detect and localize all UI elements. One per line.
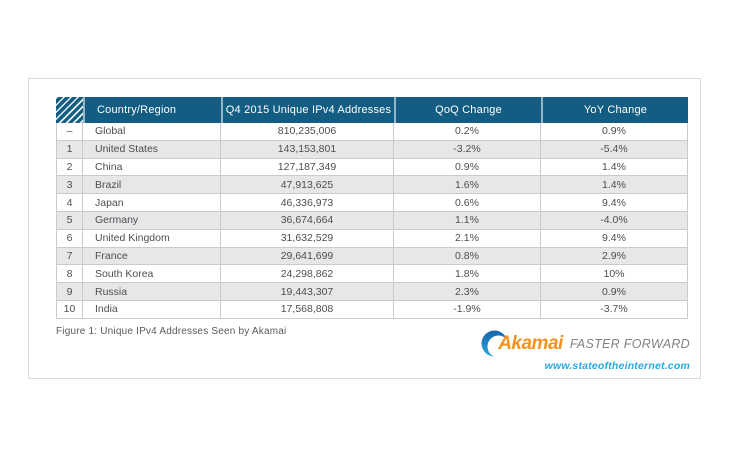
col-header-qoq-change: QoQ Change bbox=[394, 97, 541, 123]
country-cell: China bbox=[83, 158, 221, 177]
akamai-tagline: FASTER FORWARD bbox=[569, 336, 690, 351]
yoy-change-cell: 10% bbox=[541, 265, 688, 284]
rank-cell: 3 bbox=[56, 176, 83, 195]
addresses-cell: 17,568,808 bbox=[221, 300, 394, 319]
addresses-cell: 19,443,307 bbox=[221, 283, 394, 301]
rank-cell: 7 bbox=[56, 247, 83, 266]
col-header-yoy-change: YoY Change bbox=[541, 97, 688, 123]
akamai-branding: Akamai FASTER FORWARD www.stateoftheinte… bbox=[480, 328, 690, 372]
addresses-cell: 810,235,006 bbox=[221, 123, 394, 141]
addresses-cell: 24,298,862 bbox=[221, 265, 394, 284]
rank-cell: 8 bbox=[56, 265, 83, 284]
yoy-change-cell: 1.4% bbox=[541, 176, 688, 195]
table-row: – Global 810,235,006 0.2% 0.9% bbox=[56, 123, 688, 141]
akamai-swoosh-icon bbox=[481, 330, 510, 358]
yoy-change-cell: 0.9% bbox=[541, 283, 688, 301]
yoy-change-cell: -4.0% bbox=[541, 211, 688, 230]
country-cell: India bbox=[83, 300, 221, 319]
country-cell: Germany bbox=[83, 211, 221, 230]
stateoftheinternet-link[interactable]: www.stateoftheinternet.com bbox=[544, 360, 690, 372]
rank-cell: 10 bbox=[56, 300, 83, 319]
country-cell: United Kingdom bbox=[83, 229, 221, 248]
addresses-cell: 29,641,699 bbox=[221, 247, 394, 266]
qoq-change-cell: 1.1% bbox=[394, 211, 541, 230]
table-row: 1 United States 143,153,801 -3.2% -5.4% bbox=[56, 140, 688, 159]
table-row: 4 Japan 46,336,973 0.6% 9.4% bbox=[56, 194, 688, 212]
qoq-change-cell: 2.1% bbox=[394, 229, 541, 248]
country-cell: Brazil bbox=[83, 176, 221, 195]
hatch-pattern-header-cell bbox=[56, 97, 83, 123]
table-row: 3 Brazil 47,913,625 1.6% 1.4% bbox=[56, 176, 688, 195]
akamai-logo-text: Akamai bbox=[498, 332, 563, 354]
country-cell: France bbox=[83, 247, 221, 266]
table-header-row: Country/Region Q4 2015 Unique IPv4 Addre… bbox=[56, 97, 688, 123]
table-row: 6 United Kingdom 31,632,529 2.1% 9.4% bbox=[56, 229, 688, 248]
qoq-change-cell: 1.6% bbox=[394, 176, 541, 195]
country-cell: Japan bbox=[83, 194, 221, 212]
yoy-change-cell: 9.4% bbox=[541, 194, 688, 212]
qoq-change-cell: 0.6% bbox=[394, 194, 541, 212]
rank-cell: 5 bbox=[56, 211, 83, 230]
table-row: 8 South Korea 24,298,862 1.8% 10% bbox=[56, 265, 688, 284]
table-row: 2 China 127,187,349 0.9% 1.4% bbox=[56, 158, 688, 177]
col-header-country-region: Country/Region bbox=[83, 97, 221, 123]
rank-cell: 9 bbox=[56, 283, 83, 301]
addresses-cell: 127,187,349 bbox=[221, 158, 394, 177]
col-header-unique-ipv4-addresses: Q4 2015 Unique IPv4 Addresses bbox=[221, 97, 394, 123]
qoq-change-cell: 0.8% bbox=[394, 247, 541, 266]
qoq-change-cell: 0.9% bbox=[394, 158, 541, 177]
table-row: 7 France 29,641,699 0.8% 2.9% bbox=[56, 247, 688, 266]
addresses-cell: 143,153,801 bbox=[221, 140, 394, 159]
country-cell: Russia bbox=[83, 283, 221, 301]
qoq-change-cell: 2.3% bbox=[394, 283, 541, 301]
rank-cell: 6 bbox=[56, 229, 83, 248]
akamai-logo: Akamai FASTER FORWARD bbox=[480, 328, 690, 359]
yoy-change-cell: 1.4% bbox=[541, 158, 688, 177]
rank-cell: 4 bbox=[56, 194, 83, 212]
country-cell: South Korea bbox=[83, 265, 221, 284]
qoq-change-cell: -1.9% bbox=[394, 300, 541, 319]
rank-cell: 1 bbox=[56, 140, 83, 159]
table-row: 9 Russia 19,443,307 2.3% 0.9% bbox=[56, 283, 688, 301]
ipv4-addresses-table: Country/Region Q4 2015 Unique IPv4 Addre… bbox=[56, 97, 688, 319]
country-cell: Global bbox=[83, 123, 221, 141]
yoy-change-cell: 9.4% bbox=[541, 229, 688, 248]
addresses-cell: 31,632,529 bbox=[221, 229, 394, 248]
qoq-change-cell: -3.2% bbox=[394, 140, 541, 159]
addresses-cell: 36,674,664 bbox=[221, 211, 394, 230]
qoq-change-cell: 1.8% bbox=[394, 265, 541, 284]
qoq-change-cell: 0.2% bbox=[394, 123, 541, 141]
yoy-change-cell: -3.7% bbox=[541, 300, 688, 319]
addresses-cell: 47,913,625 bbox=[221, 176, 394, 195]
table-row: 10 India 17,568,808 -1.9% -3.7% bbox=[56, 300, 688, 319]
figure-panel: Country/Region Q4 2015 Unique IPv4 Addre… bbox=[28, 78, 701, 379]
figure-caption: Figure 1: Unique IPv4 Addresses Seen by … bbox=[56, 326, 287, 337]
rank-cell: – bbox=[56, 123, 83, 141]
country-cell: United States bbox=[83, 140, 221, 159]
rank-cell: 2 bbox=[56, 158, 83, 177]
yoy-change-cell: 0.9% bbox=[541, 123, 688, 141]
addresses-cell: 46,336,973 bbox=[221, 194, 394, 212]
table-row: 5 Germany 36,674,664 1.1% -4.0% bbox=[56, 211, 688, 230]
yoy-change-cell: -5.4% bbox=[541, 140, 688, 159]
yoy-change-cell: 2.9% bbox=[541, 247, 688, 266]
